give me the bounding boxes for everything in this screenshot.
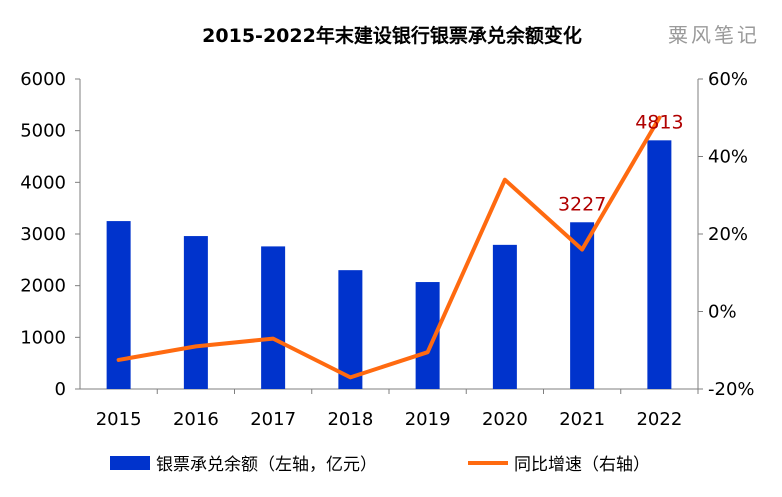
bar	[338, 270, 363, 389]
left-tick-label: 1000	[20, 327, 66, 348]
left-tick-label: 0	[55, 379, 66, 400]
data-label: 3227	[558, 193, 606, 215]
watermark: 粟风笔记	[668, 23, 760, 47]
x-tick-label: 2020	[482, 409, 528, 430]
data-label: 4813	[635, 111, 683, 133]
left-tick-label: 2000	[20, 276, 66, 297]
chart-title: 2015-2022年末建设银行银票承兑余额变化	[202, 24, 582, 47]
x-tick-label: 2019	[405, 409, 451, 430]
left-tick-label: 5000	[20, 121, 66, 142]
x-tick-label: 2021	[559, 409, 605, 430]
left-tick-label: 3000	[20, 224, 66, 245]
legend: 银票承兑余额（左轴，亿元） 同比增速（右轴）	[110, 455, 650, 475]
x-tick-label: 2016	[173, 409, 219, 430]
x-tick-label: 2022	[636, 409, 682, 430]
left-tick-label: 6000	[20, 69, 66, 90]
x-tick-label: 2018	[327, 409, 373, 430]
left-y-axis: 0 1000 2000 3000 4000 5000 6000	[20, 69, 81, 400]
left-tick-label: 4000	[20, 172, 66, 193]
bar	[183, 236, 208, 389]
bar	[647, 140, 672, 389]
x-tick-label: 2017	[250, 409, 296, 430]
bar	[261, 246, 286, 389]
legend-label-bar: 银票承兑余额（左轴，亿元）	[156, 455, 377, 475]
right-tick-label: 20%	[708, 224, 748, 245]
right-tick-label: 40%	[708, 147, 748, 168]
right-y-axis: -20% 0% 20% 40% 60%	[697, 69, 755, 400]
legend-swatch-bar	[110, 456, 150, 470]
legend-label-line: 同比增速（右轴）	[514, 455, 650, 475]
x-axis: 2015 2016 2017 2018 2019 2020 2021 2022	[80, 388, 699, 430]
right-tick-label: -20%	[708, 379, 755, 400]
bar	[106, 221, 131, 389]
right-tick-label: 60%	[708, 69, 748, 90]
growth-line	[116, 115, 662, 380]
line-series	[116, 115, 662, 380]
x-tick-label: 2015	[96, 409, 142, 430]
bar	[492, 244, 517, 389]
data-labels: 3227 4813	[558, 111, 684, 215]
bar-series	[106, 140, 672, 389]
right-tick-label: 0%	[708, 302, 737, 323]
